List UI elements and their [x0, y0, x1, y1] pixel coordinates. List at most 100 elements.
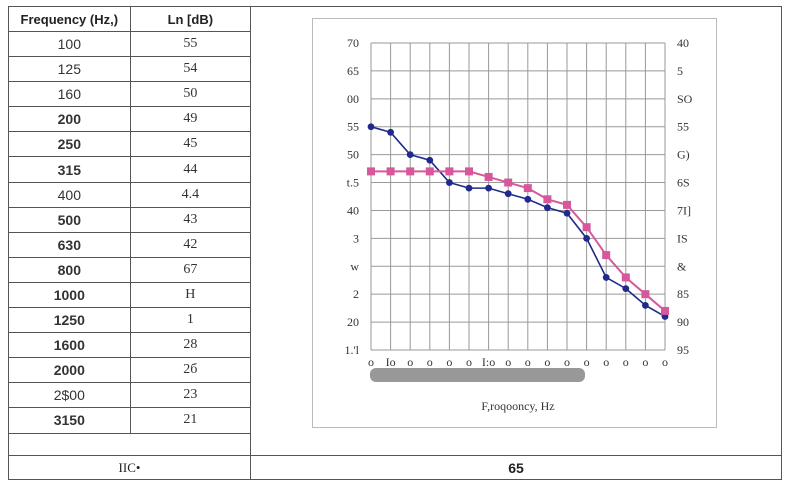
table-row: 3150 21: [8, 407, 252, 434]
series-point: [621, 273, 630, 282]
series-point: [445, 167, 454, 176]
x-tick-label: o: [368, 355, 374, 369]
series-point: [642, 301, 649, 309]
series-point: [426, 156, 434, 164]
series-point: [367, 123, 375, 131]
x-tick-label: o: [662, 355, 668, 369]
x-tick-label: o: [427, 355, 433, 369]
cell-frequency: 1000: [8, 281, 131, 309]
table-row: 160 50: [8, 81, 252, 108]
x-axis-label: F,roqooncy, Hz: [481, 399, 554, 413]
cell-level: 23: [129, 382, 252, 409]
y-left-tick-label: 3: [353, 231, 359, 245]
series-point: [367, 167, 375, 176]
series-point: [425, 167, 434, 176]
cell-frequency: 160: [8, 81, 131, 108]
x-tick-label: o: [603, 355, 609, 369]
cell-frequency: 2000: [8, 357, 131, 384]
series-point: [582, 223, 591, 232]
y-right-tick-label: IS: [677, 231, 688, 245]
y-right-tick-label: 85: [677, 287, 689, 301]
x-tick-label: o: [584, 355, 590, 369]
cell-frequency: 500: [8, 206, 131, 233]
cell-level: 44: [129, 156, 252, 183]
y-left-tick-label: 00: [347, 92, 359, 106]
table-row: 2$00 23: [8, 382, 252, 409]
table-row: 800 67: [8, 256, 252, 283]
x-tick-label: o: [525, 355, 531, 369]
x-tick-label: o: [505, 355, 511, 369]
cell-level: 67: [129, 256, 252, 283]
series-point: [563, 200, 571, 209]
series-point: [485, 184, 492, 192]
table-row: 1600 28: [8, 332, 252, 359]
x-tick-label: I:o: [482, 355, 495, 369]
series-point: [602, 274, 610, 281]
table-row: 100 55: [8, 30, 252, 58]
x-tick-label: Io: [386, 355, 396, 369]
y-right-tick-label: SO: [677, 92, 693, 106]
table-row: 1000 H: [8, 281, 252, 309]
series-point: [583, 234, 590, 242]
cell-level: 42: [129, 231, 252, 258]
table-row: 1250 1: [8, 307, 252, 334]
series-point: [406, 167, 415, 176]
x-tick-label: o: [407, 355, 413, 369]
table-row: 630 42: [8, 231, 252, 258]
series-point: [544, 204, 551, 212]
cell-frequency: 800: [8, 256, 131, 283]
cell-level: 21: [129, 407, 252, 434]
series-point: [465, 167, 473, 176]
series-point: [465, 184, 473, 192]
series-point: [641, 290, 650, 299]
y-right-tick-label: G): [677, 148, 690, 162]
series-line: [370, 125, 666, 318]
y-right-tick-label: 5: [677, 64, 683, 78]
series-point: [446, 179, 453, 186]
y-right-tick-label: &: [677, 259, 687, 273]
series-point: [386, 167, 395, 176]
series-point: [622, 285, 630, 292]
series-point: [524, 195, 532, 203]
x-tick-label: o: [564, 355, 570, 369]
series-point: [484, 172, 493, 181]
cell-frequency: 1250: [8, 307, 131, 334]
frequency-table: Frequency (Hz,) Ln [dB) 100 55 125 54 160 50 2…: [8, 6, 252, 434]
y-left-tick-label: 40: [347, 203, 359, 217]
series-point: [504, 178, 513, 187]
table-row: 125 54: [8, 56, 252, 83]
y-left-tick-label: 2: [353, 287, 359, 301]
table-row: 250 45: [8, 131, 252, 158]
y-right-tick-label: 40: [677, 36, 689, 50]
y-right-tick-label: 7I]: [677, 203, 691, 217]
y-right-tick-label: 90: [677, 315, 689, 329]
column-divider: [250, 6, 251, 456]
series-point: [602, 251, 611, 260]
cell-level: 45: [129, 131, 252, 158]
cell-frequency: 2$00: [8, 382, 131, 409]
header-frequency: Frequency (Hz,): [8, 6, 131, 32]
header-ln: Ln [dB): [129, 6, 252, 32]
footer-iic-value: 65: [250, 455, 782, 480]
y-left-tick-label: w: [350, 259, 359, 273]
series-point: [406, 151, 414, 159]
cell-frequency: 1600: [8, 332, 131, 359]
y-left-tick-label: 65: [347, 64, 359, 78]
cell-level: 28: [129, 332, 252, 359]
y-left-tick-label: 55: [347, 120, 359, 134]
series-point: [543, 195, 552, 204]
series-point: [523, 184, 532, 193]
y-right-tick-label: 95: [677, 343, 689, 357]
x-tick-label: o: [466, 355, 472, 369]
table-row: 2000 2б: [8, 357, 252, 384]
cell-frequency: 250: [8, 131, 131, 158]
chart-area: [312, 18, 717, 428]
cell-frequency: 100: [8, 30, 131, 58]
series-point: [661, 306, 669, 315]
cell-level: 4.4: [129, 181, 252, 208]
y-right-tick-label: 6S: [677, 176, 690, 190]
x-tick-label: o: [446, 355, 452, 369]
x-tick-label: o: [623, 355, 629, 369]
y-right-tick-label: 55: [677, 120, 689, 134]
